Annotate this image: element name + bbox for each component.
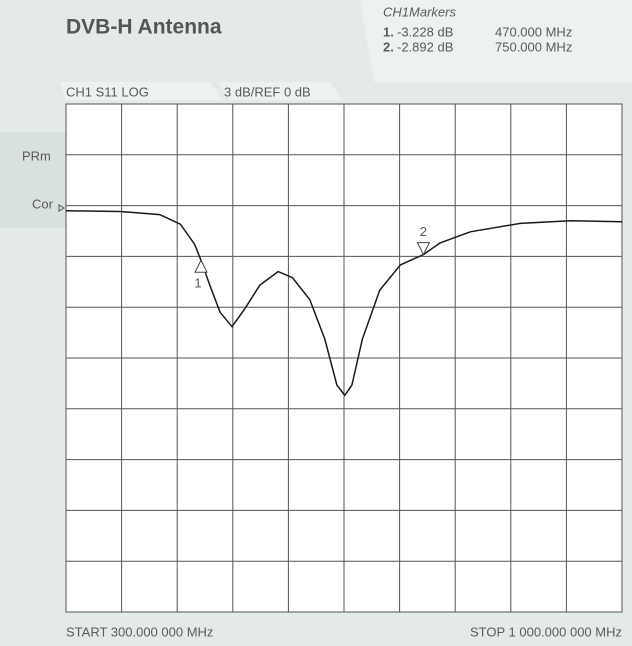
trace-label: CH1 S11 LOG (66, 84, 149, 99)
side-tab (0, 132, 66, 228)
side-label: PRm (22, 148, 51, 163)
ref-pointer (58, 204, 65, 212)
trace-tab (60, 82, 222, 100)
side-label: Cor (32, 196, 54, 211)
start-label: START 300.000 000 MHz (66, 624, 213, 639)
marker-triangle (194, 259, 208, 273)
marker-index: 1. (383, 24, 394, 39)
marker-number: 1 (194, 276, 201, 291)
marker-value: -3.228 dB (397, 24, 453, 39)
trace (65, 209, 623, 397)
marker-triangle (416, 242, 431, 256)
marker-number: 2 (420, 224, 427, 239)
chart-title: DVB-H Antenna (66, 16, 222, 39)
marker-panel (360, 0, 632, 82)
marker-frequency: 470.000 MHz (495, 24, 572, 39)
scale-tab (218, 82, 342, 100)
marker-heading: CH1Markers (383, 4, 456, 19)
stop-label: STOP 1 000.000 000 MHz (470, 624, 622, 639)
scale-label: 3 dB/REF 0 dB (224, 84, 311, 99)
marker-index: 2. (383, 39, 394, 54)
marker-value: -2.892 dB (397, 39, 453, 54)
marker-frequency: 750.000 MHz (495, 39, 572, 54)
